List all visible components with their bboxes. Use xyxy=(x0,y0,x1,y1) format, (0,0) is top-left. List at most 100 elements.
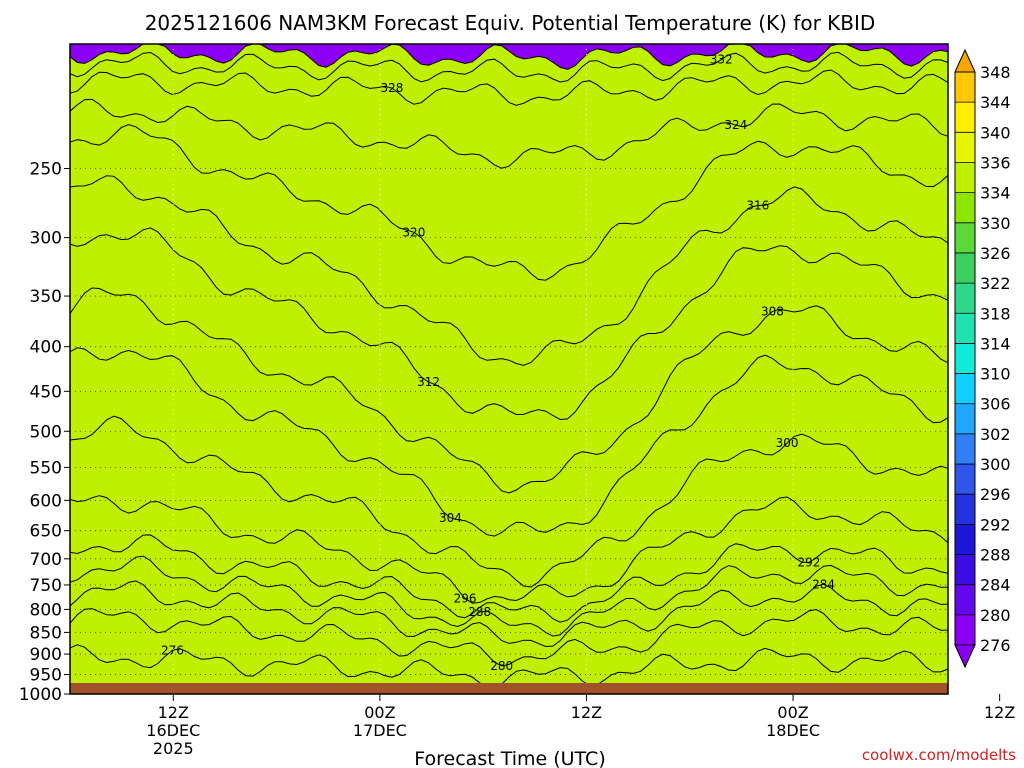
contour-lines xyxy=(69,43,949,690)
legend-label: 276 xyxy=(980,636,1011,655)
contour-line-328 xyxy=(69,69,949,106)
legend-label: 306 xyxy=(980,395,1011,414)
contour-line-308 xyxy=(69,287,949,494)
legend-swatch xyxy=(955,313,975,344)
y-tick-label: 250 xyxy=(30,160,62,180)
legend-label: 348 xyxy=(980,63,1011,82)
legend-swatch xyxy=(955,433,975,465)
contour-line-316 xyxy=(69,175,949,366)
contour-band-336 xyxy=(70,44,948,694)
terrain-strip xyxy=(70,683,948,694)
x-tick-label: 2025 xyxy=(153,739,194,758)
legend-label: 334 xyxy=(980,184,1011,203)
plot-frame xyxy=(69,43,949,695)
contour-line-300 xyxy=(69,415,949,588)
legend-swatch xyxy=(955,192,975,224)
y-tick-label: 1000 xyxy=(19,685,62,705)
contour-line-276 xyxy=(69,644,949,690)
legend-label: 292 xyxy=(980,515,1011,534)
y-tick-label: 750 xyxy=(30,576,62,596)
y-tick-label: 600 xyxy=(30,491,62,511)
contour-label: 324 xyxy=(724,118,747,132)
y-tick-label: 400 xyxy=(30,338,62,358)
x-tick-label: 00Z xyxy=(777,703,808,722)
legend-label: 296 xyxy=(980,485,1011,504)
legend-swatch xyxy=(955,283,975,314)
legend-label: 300 xyxy=(980,455,1011,474)
legend-label: 288 xyxy=(980,546,1011,565)
legend-label: 302 xyxy=(980,425,1011,444)
contour-label: 308 xyxy=(761,304,784,318)
y-tick-label: 550 xyxy=(30,458,62,478)
contour-line-324 xyxy=(69,98,949,169)
contour-bands xyxy=(70,44,948,695)
contour-line-312 xyxy=(69,227,949,421)
contour-label: 288 xyxy=(468,605,491,619)
legend-swatch xyxy=(955,464,975,495)
contour-label: 332 xyxy=(710,53,733,67)
y-tick-label: 950 xyxy=(30,666,62,686)
legend-label: 284 xyxy=(980,576,1011,595)
legend-label: 322 xyxy=(980,274,1011,293)
x-tick-label: 00Z xyxy=(364,703,395,722)
grid-lines xyxy=(70,44,1001,695)
contour-label: 292 xyxy=(798,555,821,569)
legend-swatch xyxy=(955,132,975,163)
color-legend: 348 344 340 336 334 330 326 322 318 314 310 306 302 3… xyxy=(954,48,1011,669)
x-tick-label: 12Z xyxy=(571,703,602,722)
x-tick-label: 16DEC xyxy=(146,721,200,740)
legend-swatch xyxy=(955,524,975,556)
contour-line-288 xyxy=(69,555,949,637)
contour-label: 284 xyxy=(812,577,835,591)
contour-line-332 xyxy=(69,51,949,83)
y-tick-label: 650 xyxy=(30,522,62,542)
legend-swatch xyxy=(955,72,975,103)
y-tick-label: 500 xyxy=(30,422,62,442)
legend-arrow-top xyxy=(954,48,976,73)
legend-swatch xyxy=(955,554,975,586)
contour-line-320 xyxy=(69,124,949,281)
plot-area: 276 280 284 288 292 296 300 304 308 312 316 320 324 3… xyxy=(69,43,1001,695)
contour-label: 316 xyxy=(746,199,769,213)
legend-label: 326 xyxy=(980,244,1011,263)
y-tick-label: 900 xyxy=(30,645,62,665)
legend-swatch xyxy=(955,343,975,375)
legend-label: 336 xyxy=(980,153,1011,172)
legend-swatch xyxy=(955,102,975,133)
legend-swatch xyxy=(955,403,975,435)
contour-label: 328 xyxy=(380,81,403,95)
contour-line-296 xyxy=(69,495,949,604)
contour-label: 280 xyxy=(490,659,513,673)
legend-swatch xyxy=(955,584,975,616)
legend-label: 330 xyxy=(980,214,1011,233)
contour-label: 296 xyxy=(454,592,477,606)
y-tick-label: 700 xyxy=(30,550,62,570)
legend-swatch xyxy=(955,252,975,284)
y-tick-label: 800 xyxy=(30,600,62,620)
contour-line-284 xyxy=(69,580,949,648)
y-tick-label: 450 xyxy=(30,382,62,402)
x-tick-label: 18DEC xyxy=(766,721,820,740)
y-tick-label: 850 xyxy=(30,623,62,643)
x-tick-label: 17DEC xyxy=(353,721,407,740)
legend-label: 310 xyxy=(980,365,1011,384)
legend-label: 318 xyxy=(980,304,1011,323)
contour-line-292 xyxy=(69,534,949,623)
legend-swatch xyxy=(955,614,975,646)
y-tick-label: 350 xyxy=(30,287,62,307)
y-tick-label: 300 xyxy=(30,229,62,249)
x-tick-label: 12Z xyxy=(984,703,1015,722)
legend-swatch xyxy=(955,162,975,194)
legend-swatch xyxy=(955,494,975,525)
legend-label: 340 xyxy=(980,123,1011,142)
contour-line-304 xyxy=(69,347,949,537)
legend-label: 314 xyxy=(980,334,1011,353)
contour-label: 300 xyxy=(776,436,799,450)
legend-swatch xyxy=(955,222,975,254)
contour-label: 320 xyxy=(402,225,425,239)
contour-line-280 xyxy=(69,608,949,667)
credit-text[interactable]: coolwx.com/modelts xyxy=(862,746,1016,764)
x-tick-label: 12Z xyxy=(158,703,189,722)
